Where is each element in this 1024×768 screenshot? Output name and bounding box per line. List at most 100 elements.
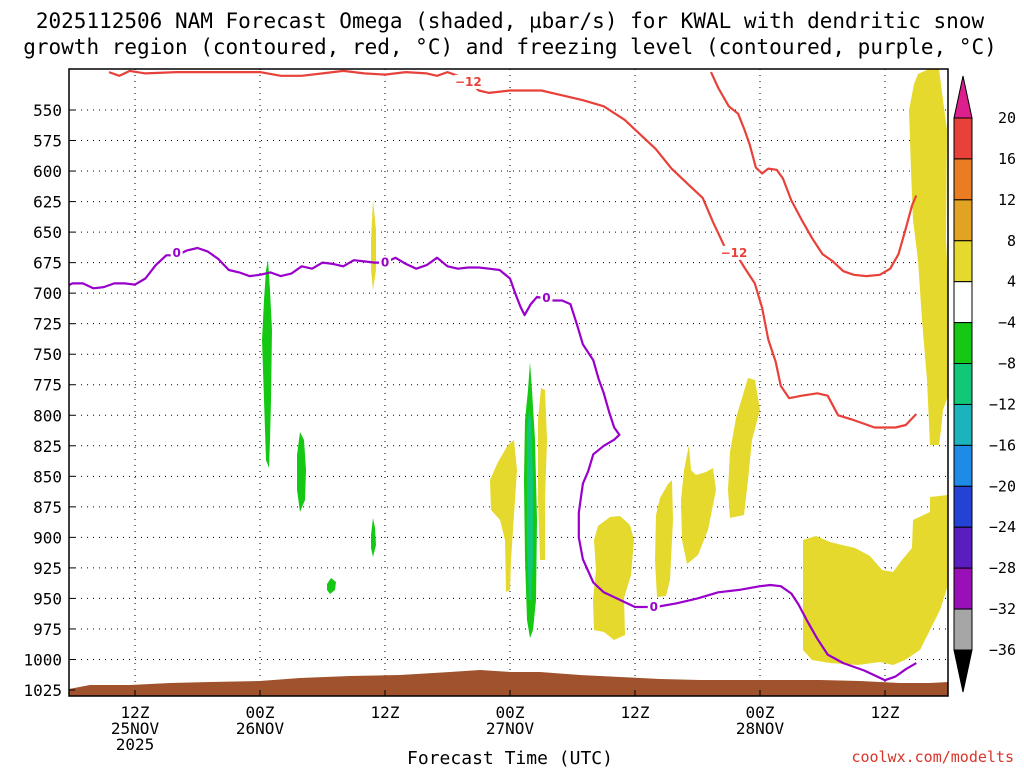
credit-text: coolwx.com/modelts (851, 748, 1014, 766)
contour-label: 0 (542, 291, 550, 305)
contour-label: 0 (172, 246, 180, 260)
omega-region-sinking-mid-4 (728, 378, 760, 518)
contour-label-bg (454, 74, 483, 89)
colorbar-label: −36 (989, 641, 1016, 659)
grid-lines (69, 69, 948, 696)
colorbar-band (953, 567, 973, 610)
omega-region-rising-teal (527, 410, 533, 600)
colorbar-label: −12 (989, 395, 1016, 413)
x-tick-label: 12Z (871, 703, 900, 722)
x-tick-label: 00Z (246, 703, 275, 722)
x-tick-label: 2025 (116, 735, 155, 754)
omega-region-sinking-mid-1 (593, 516, 634, 640)
x-tick-label: 12Z (371, 703, 400, 722)
colorbar-label: −32 (989, 600, 1016, 618)
colorbar-band (953, 485, 973, 528)
y-tick-label: 575 (33, 132, 62, 151)
colorbar-label: 20 (998, 109, 1016, 127)
x-axis-title: Forecast Time (UTC) (407, 748, 613, 768)
x-tick-label: 00Z (496, 703, 525, 722)
omega-region-sinking-right-low (803, 495, 948, 665)
omega-region-rising-4 (327, 578, 336, 594)
y-tick-label: 925 (33, 559, 62, 578)
omega-region-sinking-mid-2 (655, 480, 673, 597)
y-tick-label: 1000 (23, 650, 62, 669)
x-tick-label: 00Z (746, 703, 775, 722)
colorbar-band (953, 363, 973, 405)
x-tick-label: 25NOV (111, 719, 160, 738)
colorbar-band (953, 199, 973, 242)
contour-label-bg (379, 255, 391, 270)
x-tick-label: 26NOV (236, 719, 285, 738)
omega-region-rising-2 (297, 432, 306, 512)
chart-title-line-1: 2025112506 NAM Forecast Omega (shaded, µ… (36, 9, 985, 33)
y-tick-label: 600 (33, 162, 62, 181)
colorbar-label: 16 (998, 150, 1016, 168)
omega-shading (69, 69, 948, 696)
colorbar-band (953, 322, 973, 365)
temperature-contours (69, 69, 918, 682)
y-tick-label: 900 (33, 528, 62, 547)
contour-label-bg (647, 599, 660, 614)
x-tick-label: 12Z (121, 703, 150, 722)
omega-region-sinking-left-1 (490, 440, 517, 592)
y-tick-label: 750 (33, 345, 62, 364)
contour-label: 0 (650, 600, 658, 614)
contour-label: −12 (721, 246, 748, 260)
contour-labels: −12 −12 0 0 0 0 (170, 74, 748, 614)
y-tick-label: 550 (33, 101, 62, 120)
y-tick-label: 700 (33, 284, 62, 303)
y-tick-label: 850 (33, 467, 62, 486)
plot-frame (68, 68, 949, 697)
y-tick-label: 650 (33, 223, 62, 242)
y-tick-label: 625 (33, 193, 62, 212)
colorbar-band (953, 444, 973, 487)
omega-region-sinking-left-2 (538, 388, 547, 560)
colorbar-label: −20 (989, 477, 1016, 495)
x-tick-label: 27NOV (486, 719, 535, 738)
colorbar-label: −24 (989, 518, 1016, 536)
y-tick-label: 1025 (23, 681, 62, 700)
colorbar-band (953, 158, 973, 201)
contour-label: −12 (455, 75, 482, 89)
y-tick-label: 675 (33, 254, 62, 273)
colorbar-band (953, 403, 973, 446)
colorbar-label: −4 (998, 314, 1016, 332)
colorbar-top-arrow (953, 75, 973, 119)
y-tick-label: 800 (33, 406, 62, 425)
omega-region-rising-1 (262, 260, 272, 468)
contour-label-bg (719, 245, 748, 260)
colorbar-label: −8 (998, 355, 1016, 373)
y-axis: 550 575 600 625 650 675 700 725 750 775 800 825 850 8… (23, 101, 75, 700)
y-tick-label: 950 (33, 589, 62, 608)
colorbar-label: −28 (989, 559, 1016, 577)
colorbar-label: −16 (989, 436, 1016, 454)
omega-region-sinking-right-tall (909, 69, 948, 445)
colorbar-band (953, 281, 973, 324)
y-tick-label: 775 (33, 376, 62, 395)
colorbar-band (953, 240, 973, 283)
y-tick-label: 875 (33, 498, 62, 517)
colorbar: 20 16 12 8 4 −4 −8 −12 −16 −20 −24 −28 −32 −36 (953, 75, 1016, 693)
contour-label-bg (170, 245, 183, 260)
y-tick-label: 975 (33, 620, 62, 639)
plot-area (69, 69, 948, 696)
colorbar-band (953, 526, 973, 569)
y-tick-label: 825 (33, 437, 62, 456)
y-tick-label: 725 (33, 315, 62, 334)
chart-title-line-2: growth region (contoured, red, °C) and f… (23, 35, 997, 59)
contour-label: 0 (381, 256, 389, 270)
omega-region-rising-3 (371, 518, 376, 557)
omega-region-sinking-upper (371, 200, 376, 290)
colorbar-band (953, 608, 973, 651)
colorbar-label: 12 (998, 191, 1016, 209)
omega-region-sinking-mid-3 (681, 445, 716, 564)
contour-label-bg (540, 291, 553, 306)
colorbar-label: 4 (1007, 273, 1016, 291)
colorbar-band (953, 117, 973, 160)
x-tick-label: 28NOV (736, 719, 785, 738)
contour-freezing-level-0C (69, 246, 917, 682)
colorbar-label: 8 (1007, 232, 1016, 250)
colorbar-bottom-arrow (953, 649, 973, 693)
